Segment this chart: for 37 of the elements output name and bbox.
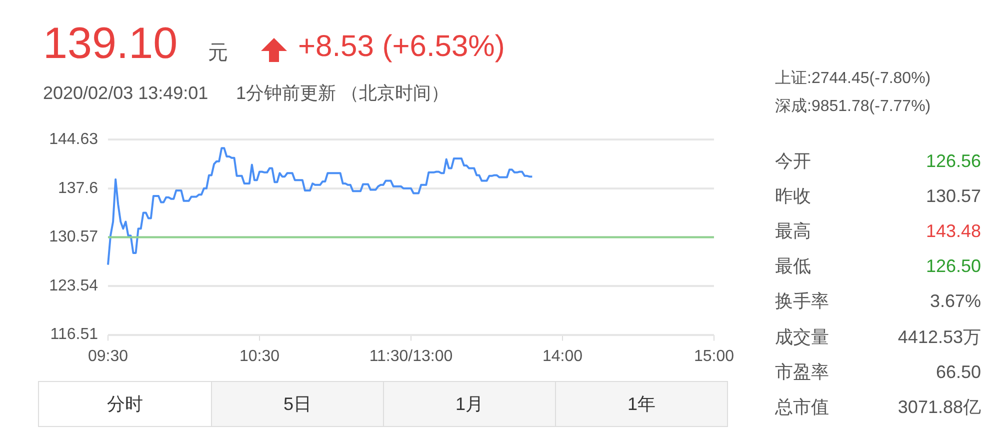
- text: 上证:2744.45(-7.80%): [775, 70, 931, 88]
- text: 3.67%: [930, 290, 981, 312]
- text: 昨收: [775, 185, 811, 208]
- text: 市盈率: [775, 360, 829, 383]
- text: 126.50: [926, 255, 981, 278]
- text: 今开: [775, 150, 811, 172]
- x-tick-label: 14:00: [542, 348, 583, 365]
- y-tick-label: 116.51: [50, 326, 98, 344]
- text: 最高: [775, 220, 811, 242]
- x-tick-label: 11:30/13:00: [369, 348, 453, 365]
- text: 139.10: [43, 19, 178, 68]
- text: 换手率: [775, 290, 829, 312]
- text: 2020/02/03 13:49:01: [43, 83, 208, 104]
- x-tick-label: 09:30: [88, 348, 128, 365]
- text: 126.56: [926, 150, 981, 172]
- y-tick-label: 130.57: [49, 228, 98, 246]
- text: 5日: [211, 382, 383, 426]
- text: 143.48: [926, 220, 981, 242]
- x-tick-label: 15:00: [694, 348, 734, 365]
- text: 元: [208, 42, 228, 64]
- text: 130.57: [926, 185, 981, 208]
- y-tick-label: 123.54: [49, 277, 98, 294]
- text: 1月: [383, 382, 555, 426]
- text: 总市值: [775, 396, 829, 418]
- text: 深成:9851.78(-7.77%): [775, 98, 931, 116]
- text: 1分钟前更新 （北京时间）: [236, 83, 450, 104]
- y-tick-label: 144.63: [49, 131, 98, 148]
- text: 4412.53万: [898, 326, 981, 348]
- x-tick-label: 10:30: [239, 348, 280, 365]
- text: 成交量: [775, 326, 829, 348]
- text: 分时: [39, 382, 211, 426]
- text: 3071.88亿: [898, 396, 981, 418]
- text: 最低: [775, 255, 811, 278]
- y-tick-label: 137.6: [58, 180, 98, 197]
- text: 1年: [555, 382, 727, 426]
- text: 66.50: [936, 360, 981, 383]
- text: +8.53 (+6.53%): [298, 30, 505, 63]
